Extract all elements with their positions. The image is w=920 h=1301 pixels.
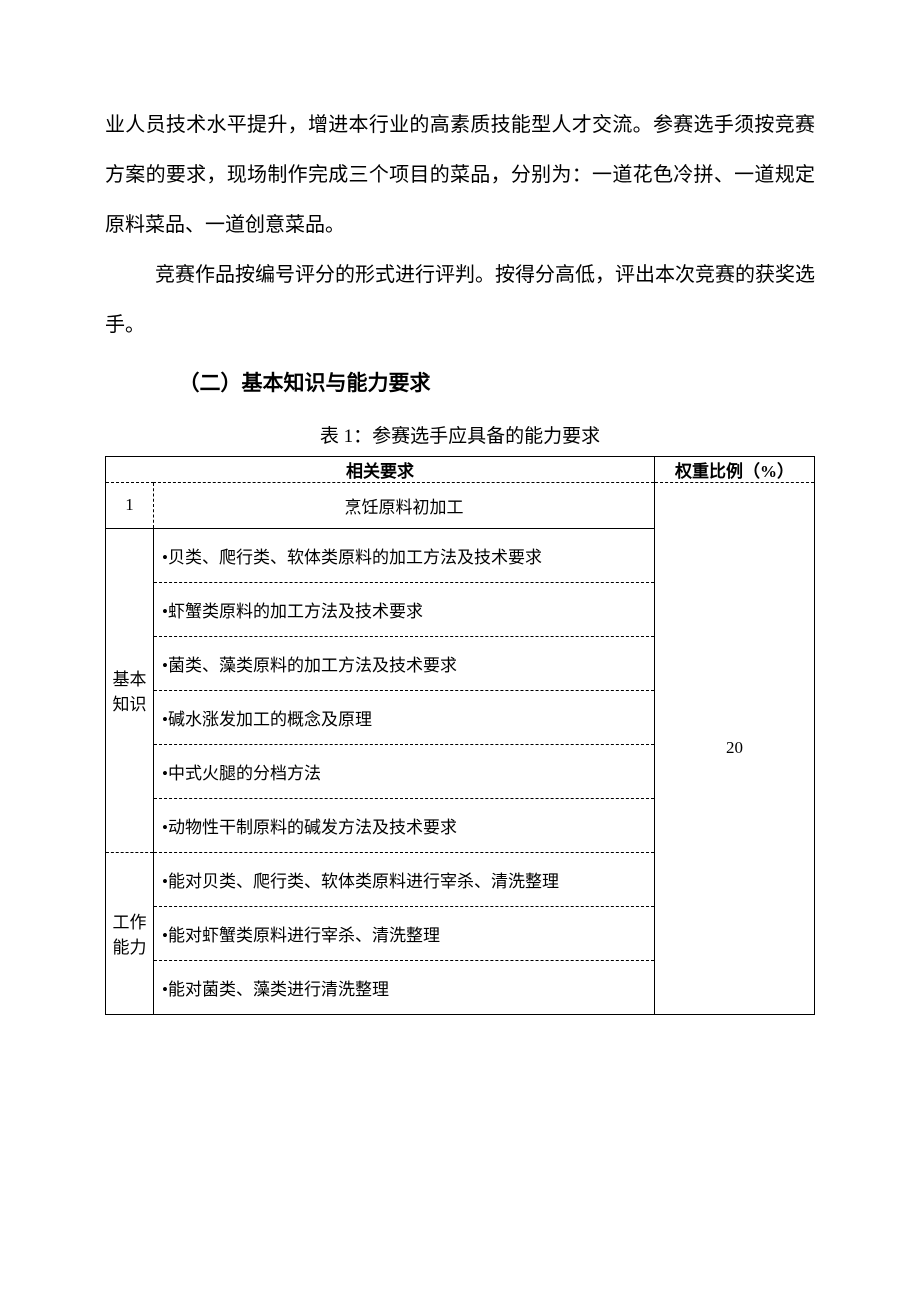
table-caption: 表 1：参赛选手应具备的能力要求	[105, 421, 815, 448]
category-basic-knowledge: 基本知识	[106, 528, 154, 852]
list-item: •动物性干制原料的碱发方法及技术要求	[154, 799, 654, 852]
header-weight-ratio: 权重比例（%）	[655, 456, 815, 482]
body-paragraph-1: 业人员技术水平提升，增进本行业的高素质技能型人才交流。参赛选手须按竞赛方案的要求…	[105, 100, 815, 250]
list-item: •能对虾蟹类原料进行宰杀、清洗整理	[154, 907, 654, 961]
basic-knowledge-list: •贝类、爬行类、软体类原料的加工方法及技术要求 •虾蟹类原料的加工方法及技术要求…	[154, 529, 654, 852]
requirements-table: 相关要求 权重比例（%） 1 烹饪原料初加工 20 基本知识 •贝类、爬行类、软…	[105, 456, 815, 1015]
category-work-ability: 工作能力	[106, 852, 154, 1014]
list-item: •能对菌类、藻类进行清洗整理	[154, 961, 654, 1014]
body-paragraph-2: 竞赛作品按编号评分的形式进行评判。按得分高低，评出本次竞赛的获奖选手。	[105, 250, 815, 350]
section-heading: （二）基本知识与能力要求	[105, 358, 815, 411]
work-ability-list: •能对贝类、爬行类、软体类原料进行宰杀、清洗整理 •能对虾蟹类原料进行宰杀、清洗…	[154, 853, 654, 1014]
table-row-section-1: 1 烹饪原料初加工 20	[106, 482, 815, 528]
section-number: 1	[106, 482, 154, 528]
list-item: •菌类、藻类原料的加工方法及技术要求	[154, 637, 654, 691]
weight-value-cell: 20	[655, 482, 815, 1014]
header-related-requirements: 相关要求	[106, 456, 655, 482]
work-ability-content: •能对贝类、爬行类、软体类原料进行宰杀、清洗整理 •能对虾蟹类原料进行宰杀、清洗…	[154, 852, 655, 1014]
table-header-row: 相关要求 权重比例（%）	[106, 456, 815, 482]
list-item: •碱水涨发加工的概念及原理	[154, 691, 654, 745]
list-item: •虾蟹类原料的加工方法及技术要求	[154, 583, 654, 637]
basic-knowledge-content: •贝类、爬行类、软体类原料的加工方法及技术要求 •虾蟹类原料的加工方法及技术要求…	[154, 528, 655, 852]
list-item: •贝类、爬行类、软体类原料的加工方法及技术要求	[154, 529, 654, 583]
list-item: •能对贝类、爬行类、软体类原料进行宰杀、清洗整理	[154, 853, 654, 907]
list-item: •中式火腿的分档方法	[154, 745, 654, 799]
section-title: 烹饪原料初加工	[154, 482, 655, 528]
